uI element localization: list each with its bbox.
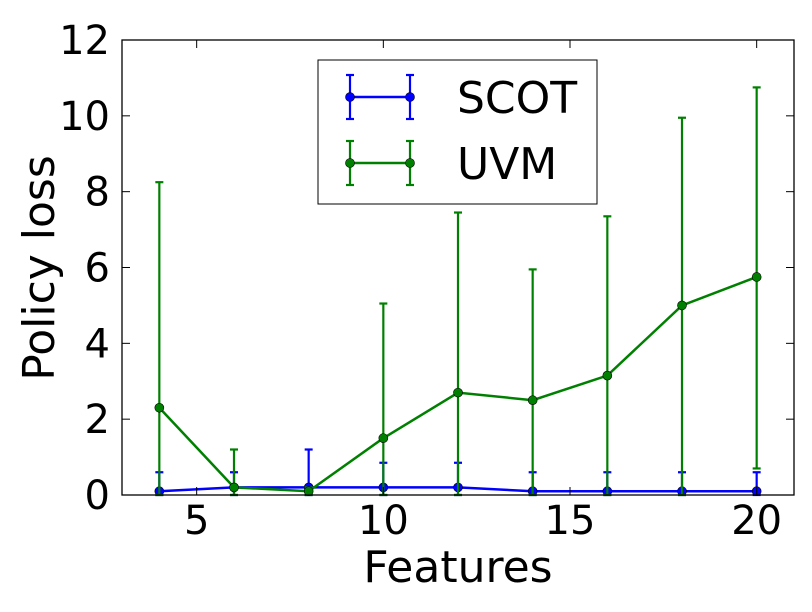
data-point bbox=[453, 387, 463, 398]
x-tick-label: 10 bbox=[358, 498, 409, 544]
data-point bbox=[154, 402, 165, 413]
x-tick-label: 20 bbox=[731, 498, 782, 544]
legend-marker bbox=[345, 92, 355, 102]
legend-label: SCOT bbox=[457, 73, 577, 124]
data-point bbox=[677, 300, 687, 311]
legend-box bbox=[317, 59, 598, 205]
legend: SCOT UVM bbox=[317, 59, 598, 205]
data-point bbox=[378, 433, 389, 443]
legend-label: UVM bbox=[457, 139, 557, 190]
plot-area bbox=[154, 86, 762, 497]
legend-marker bbox=[405, 158, 415, 168]
y-tick-label: 8 bbox=[85, 170, 110, 216]
y-tick-label: 0 bbox=[85, 473, 110, 519]
data-point bbox=[602, 370, 613, 381]
y-tick-label: 4 bbox=[85, 321, 110, 367]
y-tick-label: 6 bbox=[85, 246, 110, 292]
axis-ticks: 5 10 15 20 0 2 4 6 8 10 12 bbox=[59, 18, 794, 544]
legend-marker bbox=[345, 158, 355, 168]
series-uvm bbox=[154, 86, 762, 497]
y-tick-label: 2 bbox=[85, 397, 110, 443]
data-point bbox=[303, 486, 314, 497]
data-point bbox=[527, 395, 538, 406]
x-axis-label: Features bbox=[363, 542, 552, 593]
y-axis-label: Policy loss bbox=[14, 155, 65, 381]
x-tick-label: 15 bbox=[545, 498, 596, 544]
x-tick-label: 5 bbox=[184, 498, 209, 544]
legend-marker bbox=[405, 92, 415, 102]
data-point bbox=[229, 482, 239, 493]
data-point bbox=[751, 272, 762, 282]
y-tick-label: 10 bbox=[59, 94, 110, 140]
y-tick-label: 12 bbox=[59, 18, 110, 64]
